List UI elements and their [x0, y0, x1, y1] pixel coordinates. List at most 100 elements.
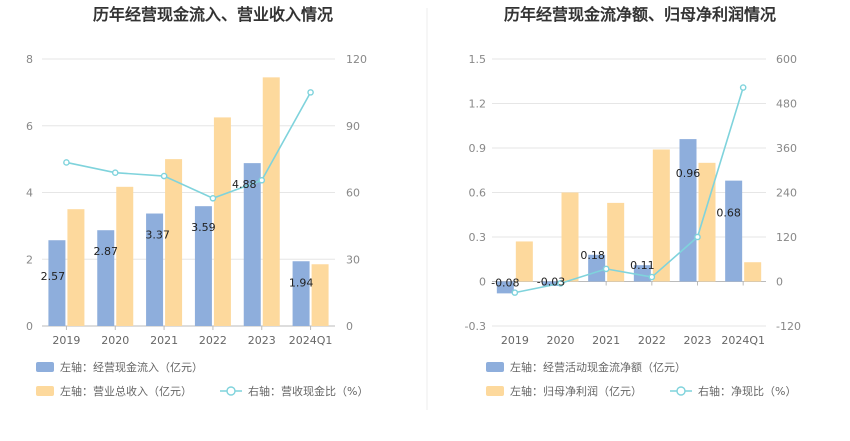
- right-axis-tick: 600: [776, 53, 797, 66]
- data-label: 3.59: [191, 221, 216, 234]
- right-axis-tick: 90: [346, 120, 360, 133]
- left-axis-tick: 0: [26, 320, 33, 333]
- data-label: 4.88: [232, 178, 257, 191]
- bar-revenue-2020: [116, 186, 134, 326]
- left-axis-tick: 2: [26, 253, 33, 266]
- bar-revenue-2023: [698, 162, 716, 282]
- left-axis-tick: 1.5: [469, 53, 487, 66]
- data-label: -0.08: [491, 277, 519, 290]
- bar-cash-2020: [97, 230, 115, 326]
- legend-swatch-bar-blue: [486, 362, 504, 372]
- x-axis-label: 2019: [52, 334, 80, 347]
- right-axis-tick: 60: [346, 187, 360, 200]
- right-axis-tick: 0: [346, 320, 353, 333]
- bar-cash-2023: [679, 139, 697, 282]
- ratio-point-2021: [602, 265, 610, 273]
- bar-revenue-2020: [561, 192, 579, 282]
- x-axis-label: 2023: [684, 334, 712, 347]
- ratio-point-2019: [63, 159, 70, 166]
- left-axis-tick: 0.3: [469, 231, 487, 244]
- legend-swatch-line-marker: [226, 386, 236, 396]
- bar-cash-2022: [194, 206, 212, 326]
- ratio-line: [514, 87, 744, 294]
- bar-cash-2019: [496, 281, 514, 294]
- legend-label: 右轴：净现比（%）: [698, 384, 796, 398]
- left-axis-tick: 0: [479, 276, 486, 289]
- bar-cash-2019: [48, 240, 66, 326]
- right-axis-tick: 0: [776, 276, 783, 289]
- left-axis-tick: -0.3: [465, 320, 486, 333]
- left-axis-tick: 0.9: [469, 142, 487, 155]
- ratio-point-2020: [557, 280, 564, 287]
- legend-swatch-bar-orange: [36, 386, 54, 396]
- bar-revenue-2021: [165, 159, 183, 326]
- chart-title: 历年经营现金流净额、归母净利润情况: [504, 5, 776, 24]
- right-axis-tick: 240: [776, 187, 797, 200]
- left-axis-tick: 8: [26, 53, 33, 66]
- x-axis-label: 2022: [199, 334, 227, 347]
- data-label: 0.18: [580, 249, 605, 262]
- ratio-point-2019: [511, 289, 519, 296]
- legend-label: 左轴：经营活动现金流净额（亿元）: [510, 360, 686, 374]
- bar-cash-2024Q1: [725, 180, 743, 282]
- chart-title: 历年经营现金流入、营业收入情况: [93, 5, 333, 24]
- bar-revenue-2019: [515, 241, 533, 282]
- data-label: 2.87: [94, 245, 119, 258]
- data-label: -0.03: [537, 276, 565, 289]
- data-label: 2.57: [41, 270, 66, 283]
- left-axis-tick: 0.6: [469, 187, 487, 200]
- data-label: 0.96: [676, 167, 701, 180]
- ratio-point-2024Q1: [739, 84, 747, 91]
- legend-swatch-line-marker: [676, 386, 686, 396]
- right-axis-tick: 120: [776, 231, 797, 244]
- x-axis-label: 2019: [501, 334, 529, 347]
- bar-revenue-2024Q1: [311, 264, 329, 326]
- ratio-line: [66, 91, 312, 200]
- data-label: 0.68: [716, 207, 741, 220]
- left-axis-tick: 1.2: [469, 98, 487, 111]
- right-axis-tick: 120: [346, 53, 367, 66]
- legend-label: 右轴：营收现金比（%）: [248, 384, 368, 398]
- bar-revenue-2022: [213, 117, 231, 326]
- right-axis-tick: 480: [776, 98, 797, 111]
- ratio-point-2021: [160, 172, 168, 180]
- legend-label: 左轴：经营现金流入（亿元）: [60, 360, 203, 374]
- bar-cash-2022: [633, 265, 651, 282]
- bar-revenue-2021: [607, 202, 625, 282]
- x-axis-label: 2024Q1: [289, 334, 333, 347]
- x-axis-label: 2020: [101, 334, 129, 347]
- legend-label: 左轴：营业总收入（亿元）: [60, 384, 192, 398]
- data-label: 0.11: [630, 259, 655, 272]
- ratio-point-2022: [209, 194, 217, 202]
- right-axis-tick: 360: [776, 142, 797, 155]
- data-label: 3.37: [145, 229, 170, 242]
- ratio-point-2024Q1: [307, 89, 314, 96]
- bar-cash-2023: [243, 163, 261, 326]
- bar-revenue-2022: [652, 149, 670, 282]
- bar-cash-2024Q1: [292, 261, 310, 326]
- left-axis-tick: 6: [26, 120, 33, 133]
- ratio-point-2022: [648, 273, 656, 281]
- bar-revenue-2024Q1: [744, 262, 762, 282]
- ratio-point-2020: [111, 169, 119, 176]
- ratio-point-2023: [694, 233, 701, 241]
- x-axis-label: 2021: [592, 334, 620, 347]
- bar-revenue-2019: [67, 209, 85, 326]
- x-axis-label: 2023: [248, 334, 276, 347]
- right-axis-tick: 30: [346, 253, 360, 266]
- bar-cash-2021: [588, 254, 606, 282]
- x-axis-label: 2020: [547, 334, 575, 347]
- ratio-point-2023: [258, 176, 266, 184]
- bar-cash-2021: [146, 213, 164, 326]
- legend-swatch-bar-blue: [36, 362, 54, 372]
- data-label: 1.94: [289, 276, 314, 289]
- legend-swatch-bar-orange: [486, 386, 504, 396]
- left-axis-tick: 4: [26, 187, 33, 200]
- chart-2: 历年经营现金流净额、归母净利润情况 -0.3 0 0.3 0.6 0.9 1.2 1.5 -12…: [465, 5, 801, 398]
- right-axis-tick: -120: [776, 320, 801, 333]
- bar-revenue-2023: [262, 77, 280, 326]
- x-axis-label: 2021: [150, 334, 178, 347]
- x-axis-label: 2022: [638, 334, 666, 347]
